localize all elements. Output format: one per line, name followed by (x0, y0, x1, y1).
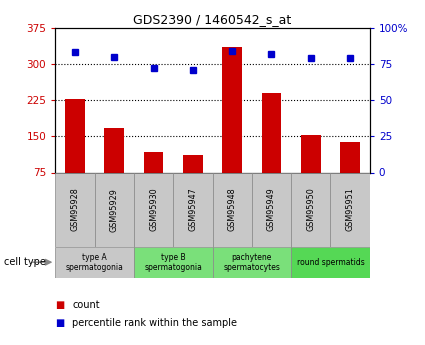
Bar (55, 247, 134, 278)
Bar (173, 172, 212, 247)
Text: round spermatids: round spermatids (297, 258, 364, 267)
Text: GSM95950: GSM95950 (306, 188, 315, 231)
Bar (212, 172, 252, 247)
Bar (94, 172, 134, 247)
Bar (65, 99, 85, 209)
Bar (134, 172, 173, 247)
Bar (212, 247, 291, 278)
Bar (340, 142, 360, 209)
Bar (55, 172, 94, 247)
Text: GSM95930: GSM95930 (149, 188, 158, 231)
Text: ■: ■ (55, 300, 65, 310)
Bar (252, 172, 291, 247)
Title: GDS2390 / 1460542_s_at: GDS2390 / 1460542_s_at (133, 13, 292, 27)
Text: GSM95947: GSM95947 (188, 188, 197, 231)
Text: GSM95948: GSM95948 (228, 188, 237, 231)
Text: percentile rank within the sample: percentile rank within the sample (72, 318, 237, 327)
Bar (331, 172, 370, 247)
Text: GSM95929: GSM95929 (110, 188, 119, 231)
Bar (291, 247, 370, 278)
Bar (183, 155, 203, 209)
Text: count: count (72, 300, 100, 310)
Bar (222, 47, 242, 209)
Text: type A
spermatogonia: type A spermatogonia (65, 253, 124, 272)
Text: cell type: cell type (4, 257, 46, 267)
Bar (291, 172, 331, 247)
Bar (144, 152, 163, 209)
Bar (301, 135, 320, 209)
Text: GSM95949: GSM95949 (267, 188, 276, 231)
Text: type B
spermatogonia: type B spermatogonia (144, 253, 202, 272)
Text: pachytene
spermatocytes: pachytene spermatocytes (224, 253, 280, 272)
Text: ■: ■ (55, 318, 65, 327)
Bar (262, 93, 281, 209)
Bar (134, 247, 212, 278)
Text: GSM95928: GSM95928 (71, 188, 79, 231)
Text: GSM95951: GSM95951 (346, 188, 354, 231)
Bar (105, 128, 124, 209)
